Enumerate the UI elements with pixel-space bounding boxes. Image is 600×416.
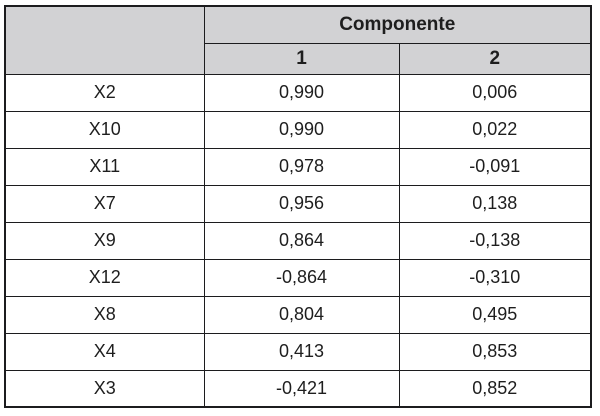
value-cell: 0,006 [398,73,592,112]
row-label-cell: X10 [4,110,205,149]
row-label-cell: X4 [4,332,205,371]
row-label-cell: X7 [4,184,205,223]
group-header-cell: Componente [203,5,592,44]
row-label-cell: X2 [4,73,205,112]
table-row: X4 0,413 0,853 [4,332,592,371]
value-cell: 0,804 [203,295,400,334]
sub-header-row: 1 2 [5,42,592,75]
value-cell: -0,091 [398,147,592,186]
table-row: X7 0,956 0,138 [4,184,592,223]
value-cell: 0,990 [203,73,400,112]
table-row: X12 -0,864 -0,310 [4,258,592,297]
value-cell: 0,022 [398,110,592,149]
table-row: X11 0,978 -0,091 [4,147,592,186]
table-row: X9 0,864 -0,138 [4,221,592,260]
value-cell: 0,495 [398,295,592,334]
table-row: X2 0,990 0,006 [4,73,592,112]
value-cell: 0,956 [203,184,400,223]
value-cell: 0,990 [203,110,400,149]
table-row: X10 0,990 0,022 [4,110,592,149]
col-header-2: 2 [398,42,592,75]
corner-cell [4,5,205,75]
value-cell: 0,978 [203,147,400,186]
row-label-cell: X11 [4,147,205,186]
table-row: X3 -0,421 0,852 [4,369,592,408]
value-cell: -0,138 [398,221,592,260]
value-cell: 0,853 [398,332,592,371]
col-header-1: 1 [203,42,400,75]
value-cell: -0,421 [203,369,400,408]
group-header-row: Componente [4,5,592,75]
value-cell: 0,413 [203,332,400,371]
component-matrix-table: Componente 1 2 X2 0,990 0,006 X10 0,990 … [4,5,593,408]
value-cell: 0,138 [398,184,592,223]
value-cell: -0,864 [203,258,400,297]
row-label-cell: X8 [4,295,205,334]
value-cell: 0,864 [203,221,400,260]
table-row: X8 0,804 0,495 [4,295,592,334]
row-label-cell: X9 [4,221,205,260]
row-label-cell: X3 [4,369,205,408]
value-cell: -0,310 [398,258,592,297]
row-label-cell: X12 [4,258,205,297]
value-cell: 0,852 [398,369,592,408]
